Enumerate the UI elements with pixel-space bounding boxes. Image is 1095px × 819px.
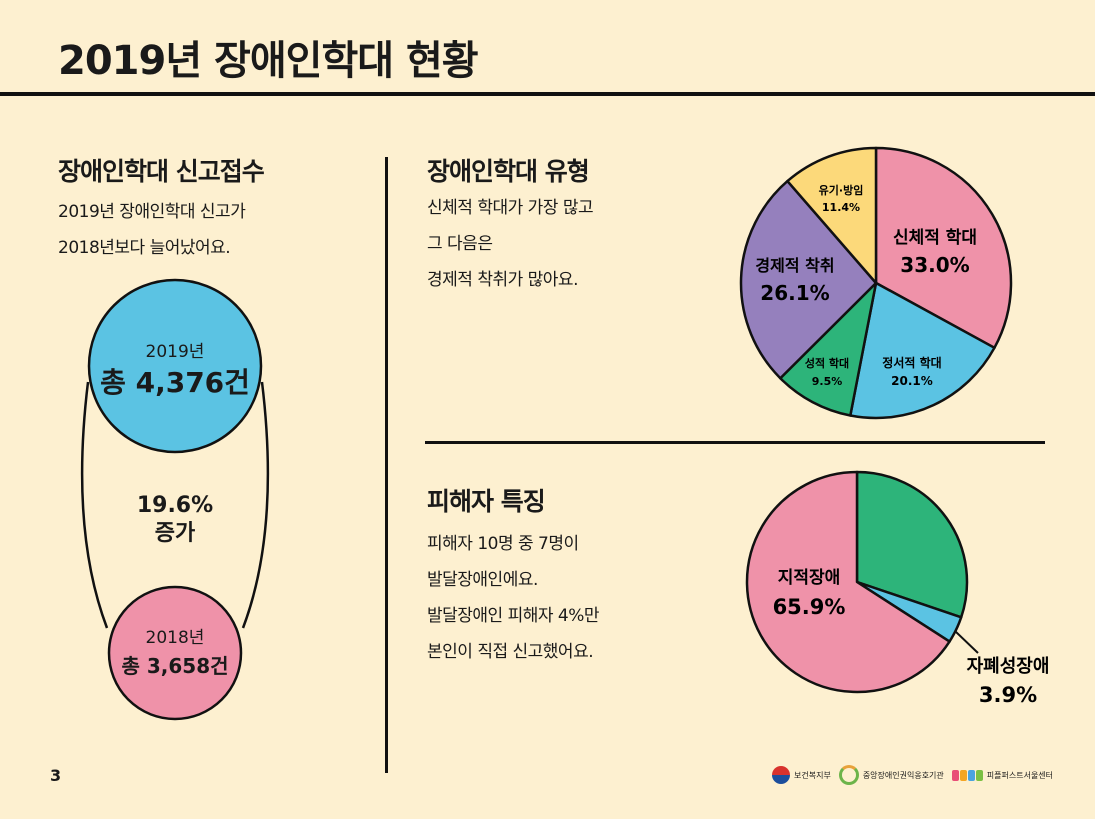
slice-label-physical: 신체적 학대	[893, 228, 977, 248]
title-divider	[0, 92, 1095, 96]
people-first-icon	[951, 769, 983, 781]
advocacy-agency-logo-text: 중앙장애인권익옹호기관	[862, 770, 944, 780]
advocacy-agency-logo: 중앙장애인권익옹호기관	[838, 765, 944, 785]
page-number: 3	[50, 766, 62, 785]
disability-type-slice-0	[855, 470, 969, 619]
victims-line-3: 발달장애인 피해자 4%만	[427, 606, 600, 626]
slice-value-sexual: 9.5%	[812, 375, 843, 388]
taegeuk-icon	[772, 766, 790, 784]
abuse-type-slice-2	[779, 281, 878, 417]
increase-percent: 19.6%	[137, 493, 213, 518]
year-2019-label: 2019년	[146, 342, 205, 362]
people-first-logo: 피플퍼스트서울센터	[951, 769, 1054, 781]
slice-label-neglect: 유기·방임	[819, 183, 864, 197]
footer-logos: 보건복지부 중앙장애인권익옹호기관 피플퍼스트서울센터	[772, 762, 1053, 788]
reports-comparison-graphic: 2019년 총 4,376건 19.6% 증가 2018년 총 3,658건	[80, 278, 270, 721]
disability-type-slice-2	[745, 470, 951, 694]
abuse-type-slice-3	[739, 179, 878, 380]
reports-description: 2019년 장애인학대 신고가 2018년보다 늘어났어요.	[58, 194, 246, 266]
slice-label-intellectual: 지적장애	[778, 568, 841, 588]
slice-value-physical: 33.0%	[900, 253, 969, 277]
slice-value-economic: 26.1%	[760, 281, 829, 305]
circle-2019	[87, 278, 263, 454]
types-heading: 장애인학대 유형	[427, 157, 590, 186]
total-2019-label: 총 4,376건	[100, 366, 250, 399]
types-line-3: 경제적 착취가 많아요.	[427, 270, 578, 290]
reports-heading: 장애인학대 신고접수	[58, 157, 265, 186]
ministry-logo-text: 보건복지부	[794, 770, 831, 780]
slice-value-emotional: 20.1%	[891, 374, 933, 388]
total-2018-label: 총 3,658건	[121, 654, 228, 678]
abuse-type-slice-1	[849, 281, 996, 420]
abuse-types-pie-chart: 신체적 학대 33.0% 정서적 학대 20.1% 성적 학대 9.5% 경제적…	[739, 146, 1013, 420]
victims-line-4: 본인이 직접 신고했어요.	[427, 642, 594, 662]
vertical-divider	[385, 157, 388, 773]
slice-label-autism: 자폐성장애	[967, 656, 1050, 677]
types-line-2: 그 다음은	[427, 234, 493, 254]
abuse-type-slice-0	[874, 146, 1013, 350]
slice-value-autism: 3.9%	[979, 683, 1037, 706]
slice-label-emotional: 정서적 학대	[882, 355, 941, 370]
victims-description: 피해자 10명 중 7명이 발달장애인에요. 발달장애인 피해자 4%만 본인이…	[427, 526, 600, 670]
autism-leader-line	[954, 630, 979, 654]
circle-2018	[107, 585, 243, 721]
reports-line-2: 2018년보다 늘어났어요.	[58, 238, 231, 258]
types-description: 신체적 학대가 가장 많고 그 다음은 경제적 착취가 많아요.	[427, 190, 594, 298]
ministry-logo: 보건복지부	[772, 766, 831, 784]
slice-value-neglect: 11.4%	[822, 201, 860, 214]
victims-line-1: 피해자 10명 중 7명이	[427, 534, 579, 554]
victims-heading: 피해자 특징	[427, 487, 546, 516]
slice-label-economic: 경제적 착취	[755, 256, 834, 275]
page-title: 2019년 장애인학대 현황	[58, 38, 479, 84]
ring-icon	[838, 765, 859, 785]
increase-label: 증가	[155, 521, 195, 546]
types-line-1: 신체적 학대가 가장 많고	[427, 198, 594, 218]
people-first-logo-text: 피플퍼스트서울센터	[986, 770, 1054, 780]
victims-line-2: 발달장애인에요.	[427, 570, 538, 590]
abuse-type-slice-4	[786, 146, 878, 285]
slice-label-sexual: 성적 학대	[805, 356, 849, 370]
year-2018-label: 2018년	[146, 628, 205, 648]
reports-line-1: 2019년 장애인학대 신고가	[58, 202, 246, 222]
slice-value-intellectual: 65.9%	[773, 595, 846, 619]
horizontal-divider	[425, 441, 1045, 444]
victim-disability-pie-chart: 지적장애 65.9% 자폐성장애 3.9%	[745, 470, 1050, 706]
